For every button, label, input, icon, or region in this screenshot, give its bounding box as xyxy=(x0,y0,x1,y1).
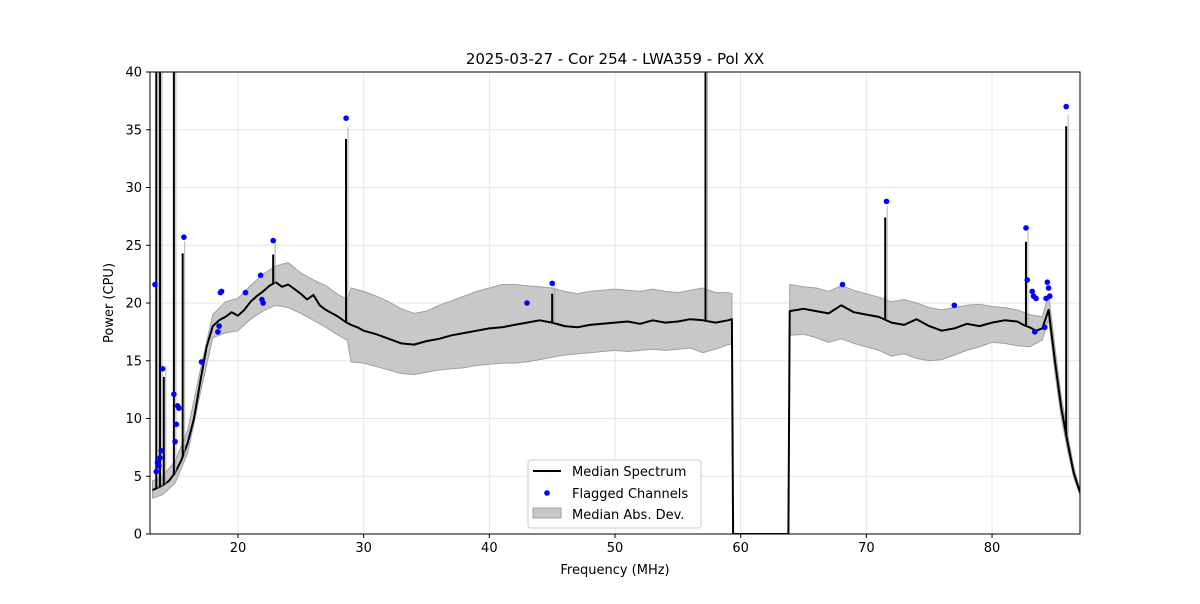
flag-point xyxy=(951,302,958,309)
legend: Median Spectrum Flagged Channels Median … xyxy=(527,459,702,529)
flag-point xyxy=(343,115,349,121)
flag-point xyxy=(216,323,222,329)
flag-point xyxy=(1063,103,1069,110)
y-tick-label: 20 xyxy=(125,297,142,312)
mad-band-area xyxy=(789,283,1080,495)
x-tick-label: 30 xyxy=(355,541,372,556)
legend-box xyxy=(527,459,702,529)
flag-point xyxy=(215,329,221,335)
y-tick-label: 15 xyxy=(125,354,142,369)
flag-point xyxy=(181,234,187,240)
flag-point xyxy=(549,280,555,287)
flag-point xyxy=(176,405,182,411)
legend-band-swatch xyxy=(532,507,562,519)
flag-point xyxy=(157,455,163,461)
flag-point xyxy=(1042,324,1048,331)
flag-point xyxy=(524,300,530,306)
flag-point xyxy=(173,421,180,428)
flag-point xyxy=(839,281,846,288)
x-tick-label: 50 xyxy=(607,541,624,556)
flag-point xyxy=(218,288,225,295)
x-tick-label: 70 xyxy=(858,541,875,556)
y-tick-label: 5 xyxy=(134,470,142,485)
x-tick-label: 40 xyxy=(481,541,498,556)
median-line xyxy=(152,281,1080,534)
flag-point xyxy=(883,198,890,205)
flag-point xyxy=(1045,285,1052,291)
y-tick-label: 10 xyxy=(125,412,142,427)
flag-point xyxy=(172,438,178,445)
flag-point xyxy=(1033,295,1039,302)
flag-point xyxy=(1047,293,1053,299)
flag-point xyxy=(1032,329,1038,335)
chart-title: 2025-03-27 - Cor 254 - LWA359 - Pol XX xyxy=(466,50,764,68)
flag-point xyxy=(260,300,266,306)
flag-point xyxy=(153,468,160,475)
flag-point xyxy=(1029,288,1035,295)
y-tick-label: 35 xyxy=(125,123,142,138)
median-spectrum xyxy=(152,72,1080,534)
flag-point xyxy=(159,366,166,372)
flag-point xyxy=(257,272,264,279)
y-tick-label: 30 xyxy=(125,181,142,196)
flag-point xyxy=(171,391,177,398)
flag-point xyxy=(1024,277,1030,283)
y-axis-ticks: 0 5 10 15 20 25 30 35 40 xyxy=(125,66,150,543)
legend-label-flagged: Flagged Channels xyxy=(572,487,688,502)
flag-point xyxy=(152,281,158,288)
x-tick-label: 60 xyxy=(732,541,749,556)
legend-label-median: Median Spectrum xyxy=(572,465,686,480)
flag-point xyxy=(1023,225,1029,231)
flag-point xyxy=(198,359,205,365)
flagged-channels xyxy=(152,103,1069,475)
flag-point xyxy=(156,463,162,469)
flag-point xyxy=(242,289,249,296)
flag-point xyxy=(158,448,165,454)
flag-point xyxy=(1044,279,1051,286)
y-tick-label: 25 xyxy=(125,239,142,254)
y-tick-label: 40 xyxy=(125,66,142,81)
legend-label-mad: Median Abs. Dev. xyxy=(572,508,684,523)
x-tick-label: 80 xyxy=(984,541,1001,556)
x-axis-ticks: 20 30 40 50 60 70 80 xyxy=(230,534,1001,556)
y-axis-label: Power (CPU) xyxy=(102,263,117,343)
x-tick-label: 20 xyxy=(230,541,247,556)
flag-point xyxy=(270,237,277,244)
y-tick-label: 0 xyxy=(134,528,142,543)
legend-dot-swatch xyxy=(544,490,550,496)
x-axis-label: Frequency (MHz) xyxy=(560,563,669,578)
